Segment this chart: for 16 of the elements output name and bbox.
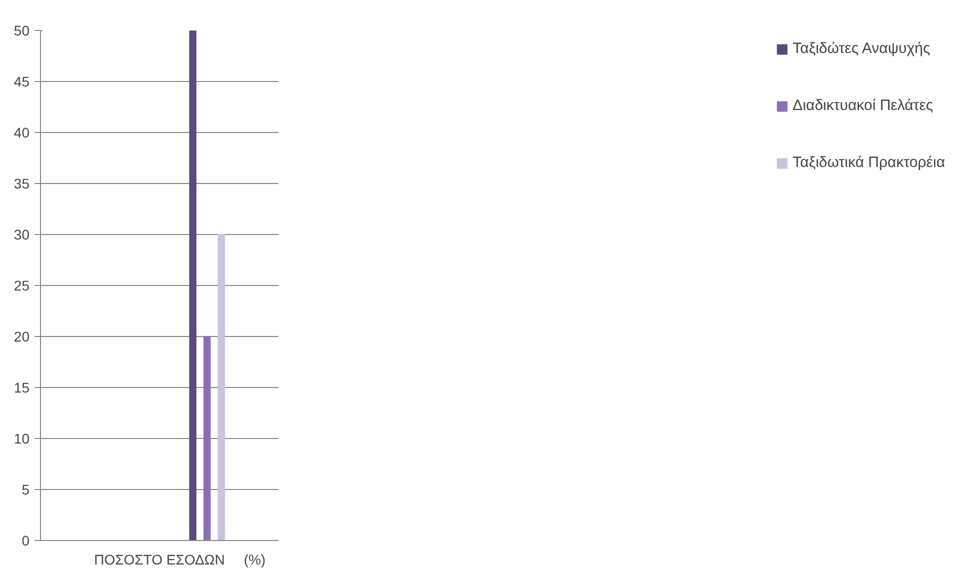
y-tick-label: 0 <box>22 532 30 548</box>
legend-label: Διαδικτυακοί Πελάτες <box>792 97 934 114</box>
y-tick-label: 5 <box>22 482 30 498</box>
y-tick-label: 15 <box>14 380 30 396</box>
y-tick-label: 25 <box>14 278 30 294</box>
y-tick-label: 45 <box>14 74 30 90</box>
x-tick-label: ΠΟΣΟΣΤΟ ΕΣΟΔΩΝ <box>94 552 225 568</box>
y-tick-label: 10 <box>14 430 30 446</box>
legend-label: Ταξιδωτικά Πρακτορέια <box>792 154 945 171</box>
y-tick-label: 35 <box>14 176 30 192</box>
legend-label: Ταξιδώτες Αναψυχής <box>792 40 930 57</box>
y-tick-label: 30 <box>14 226 30 242</box>
y-tick-label: 20 <box>14 328 30 344</box>
y-tick-label: 50 <box>14 22 30 38</box>
x-tick-label: (%) <box>244 552 266 568</box>
y-tick-label: 40 <box>14 124 30 140</box>
